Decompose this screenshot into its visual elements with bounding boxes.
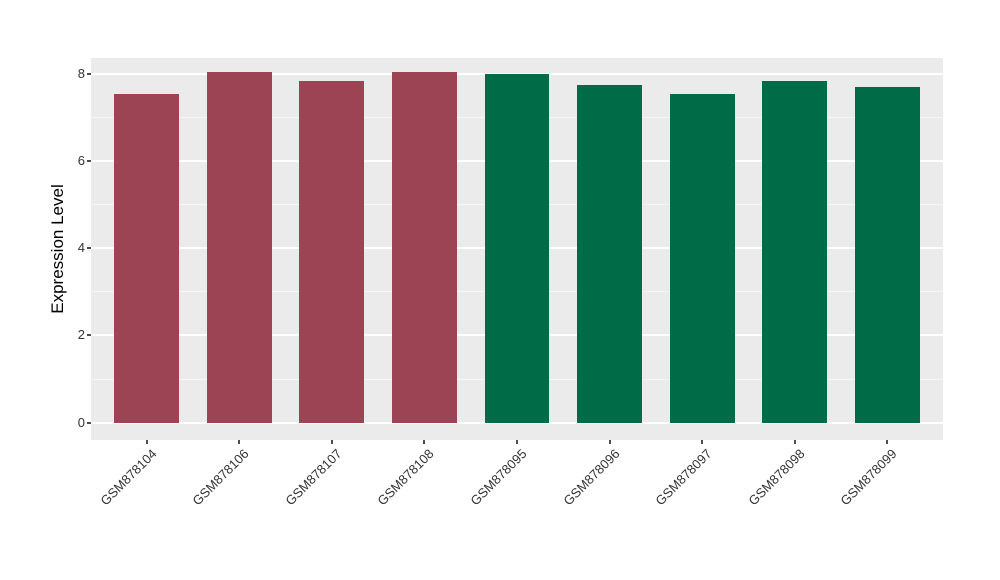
bar-GSM878099 — [855, 87, 920, 423]
x-axis-tick — [145, 440, 148, 444]
x-axis-tick — [886, 440, 889, 444]
x-tick-label: GSM878098 — [745, 446, 808, 509]
bar-GSM878104 — [114, 93, 179, 423]
y-axis-tick — [87, 247, 91, 250]
x-axis-tick — [701, 440, 704, 444]
x-tick-label: GSM878095 — [467, 446, 530, 509]
y-axis-tick — [87, 160, 91, 163]
x-tick-label: GSM878097 — [652, 446, 715, 509]
y-axis-title: Expression Level — [48, 184, 67, 314]
y-gridline-major — [91, 421, 943, 424]
x-tick-label: GSM878106 — [189, 446, 252, 509]
x-tick-label: GSM878104 — [96, 446, 160, 509]
y-tick-label: 0 — [77, 414, 85, 430]
x-axis-tick — [330, 440, 333, 444]
y-axis-tick — [87, 73, 91, 76]
x-tick-label: GSM878108 — [374, 446, 438, 509]
y-tick-label: 8 — [77, 66, 85, 82]
x-axis-tick — [238, 440, 241, 444]
bar-GSM878095 — [484, 74, 550, 423]
y-tick-label: 4 — [77, 240, 85, 256]
bar-GSM878106 — [206, 71, 272, 423]
x-axis-tick — [516, 440, 518, 444]
x-axis-tick — [793, 440, 796, 444]
x-tick-label: GSM878099 — [837, 446, 901, 509]
bar-GSM878107 — [299, 80, 365, 423]
y-tick-label: 2 — [77, 327, 85, 343]
x-tick-label: GSM878096 — [559, 446, 623, 509]
x-tick-label: GSM878107 — [282, 446, 345, 509]
y-axis-tick — [87, 421, 91, 424]
y-axis-tick — [87, 334, 91, 337]
y-tick-label: 6 — [77, 153, 85, 169]
bar-GSM878098 — [762, 80, 828, 423]
bar-GSM878097 — [669, 93, 735, 423]
x-axis-tick — [608, 440, 611, 444]
bar-GSM878096 — [577, 85, 642, 423]
x-axis-tick — [423, 440, 426, 444]
bar-GSM878108 — [391, 71, 457, 423]
